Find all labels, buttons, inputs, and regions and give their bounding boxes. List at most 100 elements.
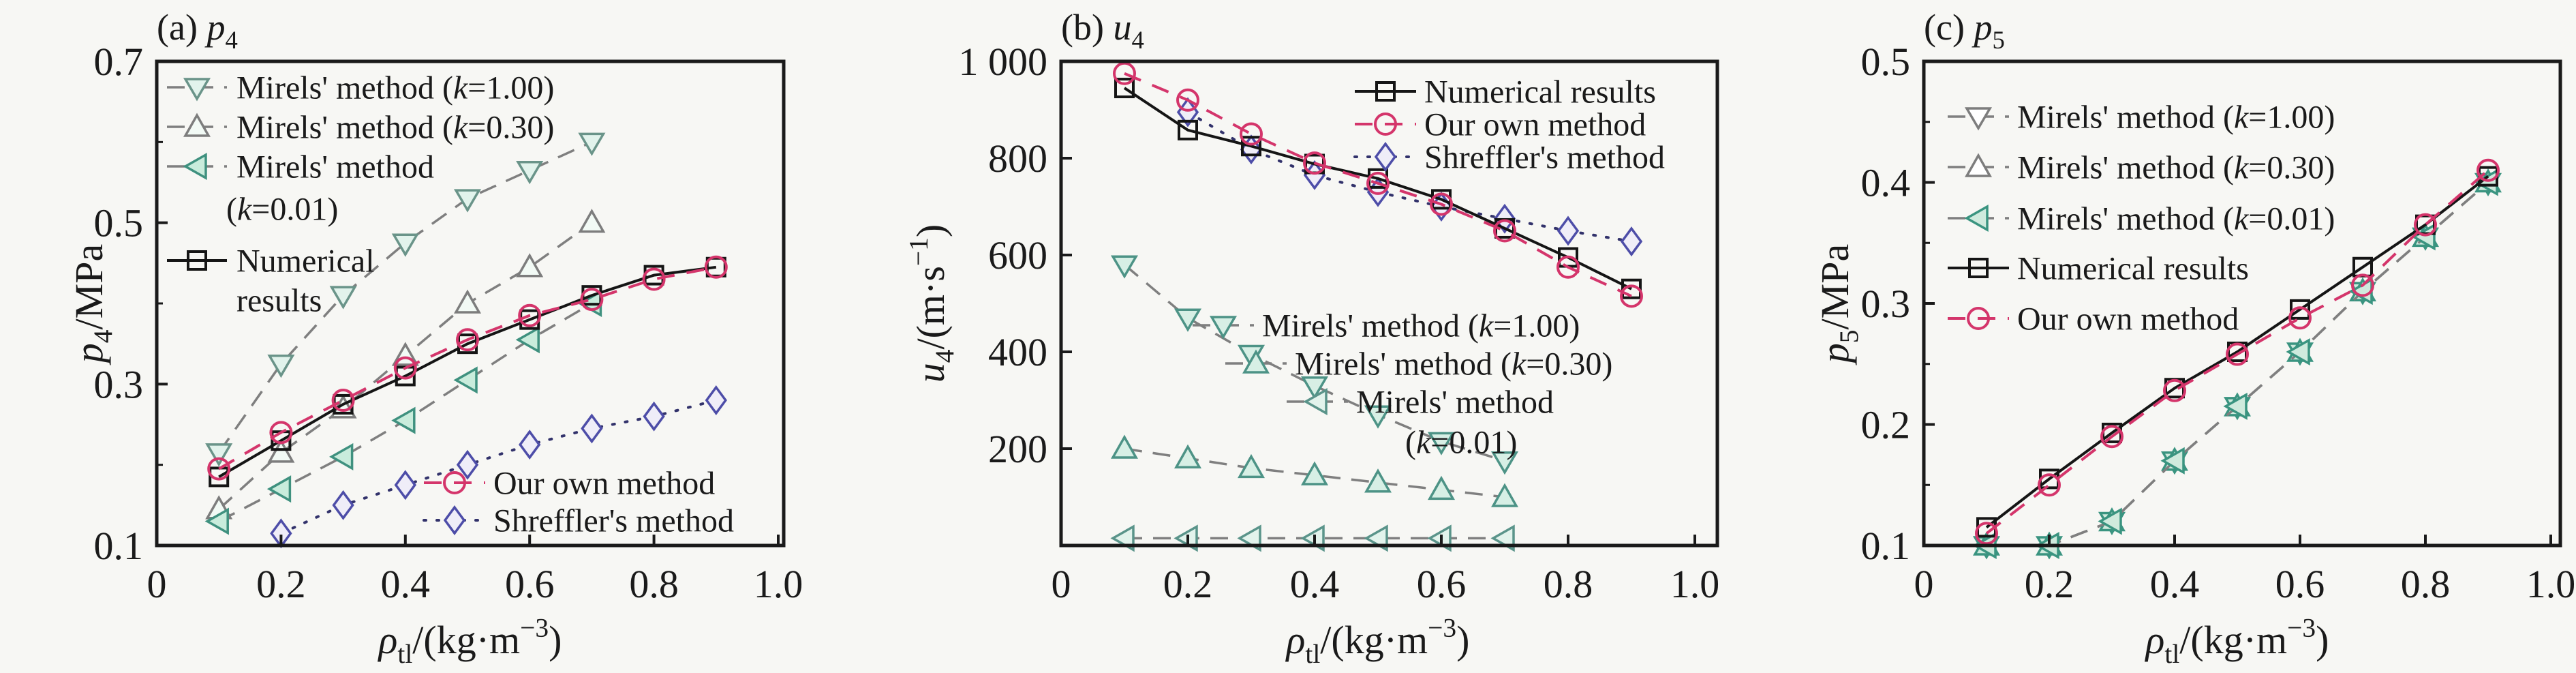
panel-c: 0 0.2 0.4 0.6 0.8 1.0 0.5 0.4 0.3 0.2 0.1 (c) p5 ρtl… (1813, 7, 2575, 669)
x-tick-label: 1.0 (2526, 562, 2576, 606)
legend-marker-diamond-icon (1374, 142, 1397, 172)
legend-marker-square-icon (1968, 258, 1989, 278)
series-k030-markers (1110, 434, 1519, 507)
legend-row-k001: Mirels' method (k=0.01) (167, 149, 434, 227)
our_own-marker (456, 328, 479, 352)
k030-marker (1427, 475, 1456, 500)
legend-row-our_own: Our own method (1948, 301, 2239, 337)
panel-c-axes: 0 0.2 0.4 0.6 0.8 1.0 0.5 0.4 0.3 0.2 0.1 (1861, 40, 2576, 606)
k100-marker (1300, 376, 1329, 400)
legend-label: Our own method (2017, 301, 2239, 337)
panel-b-axes: 0 0.2 0.4 0.6 0.8 1.0 1 000 800 600 400 200 (959, 40, 1720, 606)
series-numerical-line (218, 265, 717, 479)
panel-b: 0 0.2 0.4 0.6 0.8 1.0 1 000 800 600 400 200 (b) u4 ρ… (904, 7, 1720, 669)
k100-marker (1364, 405, 1392, 429)
series-our_own-markers (1975, 158, 2500, 545)
k001-marker (2411, 223, 2436, 251)
legend-label: Mirels' method (1356, 384, 1554, 420)
y-tick-label: 1 000 (959, 40, 1048, 84)
y-tick-label: 0.5 (94, 201, 144, 245)
numerical-marker (1114, 78, 1135, 99)
legend-label: Our own method (493, 465, 715, 501)
y-tick-label: 0.1 (94, 524, 144, 568)
our_own-marker (2163, 378, 2186, 402)
series-numerical-line (1985, 175, 2489, 528)
x-tick-label: 0.4 (2150, 562, 2200, 606)
y-tick-label: 400 (988, 330, 1047, 374)
k001-marker (453, 366, 478, 394)
k030-marker (516, 253, 544, 278)
y-tick-label: 0.2 (1861, 403, 1911, 447)
x-tick-label: 0.2 (2025, 562, 2074, 606)
our_own-marker (1620, 284, 1643, 308)
our_own-marker (1493, 219, 1516, 243)
legend-row-shreffler: Shreffler's method (423, 503, 734, 539)
our_own-marker (1240, 122, 1263, 146)
panel-b-xlabel: ρtl/(kg·m−3) (1285, 613, 1470, 669)
legend-label: Numerical results (1424, 74, 1656, 110)
y-tick-label: 0.4 (1861, 161, 1911, 205)
k001-marker (266, 475, 292, 503)
k030-marker (578, 209, 606, 233)
legend-marker-tri-left-icon (1964, 204, 1989, 233)
k100-marker (267, 355, 295, 378)
k100-marker (1490, 451, 1519, 475)
k100-marker (1110, 255, 1139, 279)
legend-label: Mirels' method (k=0.30) (2017, 149, 2335, 185)
panel-a-series (204, 132, 728, 549)
panel-a-title: (a) p4 (157, 7, 238, 54)
k100-marker (329, 286, 357, 310)
our_own-marker (518, 303, 542, 327)
legend-label-cont: (k=0.01) (226, 191, 338, 227)
our_own-marker (2226, 342, 2249, 366)
k100-marker (453, 189, 482, 213)
y-tick-label: 0.3 (94, 362, 144, 406)
panel-a-ylabel: p4/MPa (67, 244, 118, 365)
our_own-marker (1303, 151, 1326, 175)
k100-marker (1427, 432, 1456, 455)
x-tick-label: 1.0 (1670, 562, 1720, 606)
shreffler-marker (705, 385, 727, 415)
panel-b-legend-1: Mirels' method (k=1.00)Mirels' method (k… (1193, 308, 1612, 460)
our_own-marker (393, 356, 417, 380)
legend-row-k100: Mirels' method (k=1.00) (1948, 99, 2335, 135)
numerical-marker (1241, 136, 1261, 157)
legend-marker-tri-up-icon (183, 113, 211, 137)
legend-row-shreffler: Shreffler's method (1353, 139, 1665, 175)
shreffler-marker (519, 430, 541, 460)
panel-a-xlabel: ρtl/(kg·m−3) (378, 613, 562, 669)
x-tick-label: 0.6 (1417, 562, 1467, 606)
our_own-marker (1176, 88, 1199, 112)
our_own-marker (2351, 273, 2374, 297)
k100-marker (578, 132, 606, 156)
series-shreffler-line (279, 399, 718, 535)
our_own-marker (2288, 306, 2312, 330)
panel-c-title: (c) p5 (1924, 7, 2005, 54)
legend-marker-circle-icon (1967, 307, 1990, 330)
legend-marker-tri-left-icon (183, 152, 207, 181)
legend-marker-tri-down-icon (1209, 316, 1238, 340)
legend-row-k030: Mirels' method (k=0.30) (167, 109, 554, 145)
panel-a: 0 0.2 0.4 0.6 0.8 1.0 0.7 0.5 0.3 0.1 (a) p4 ρtl/(k… (67, 7, 803, 669)
legend-row-k100: Mirels' method (k=1.00) (1193, 308, 1580, 344)
legend-marker-circle-icon (443, 471, 466, 494)
legend-label: Mirels' method (236, 149, 434, 185)
x-tick-label: 0.4 (381, 562, 431, 606)
our_own-marker (1430, 192, 1453, 216)
x-tick-label: 0 (1914, 562, 1934, 606)
shreffler-marker (643, 401, 665, 432)
series-k100-markers (205, 132, 606, 467)
panel-a-legend-0: Mirels' method (k=1.00)Mirels' method (k… (167, 70, 554, 318)
our_own-marker (2477, 158, 2500, 182)
y-tick-label: 0.3 (1861, 282, 1911, 326)
x-tick-label: 0.2 (1163, 562, 1213, 606)
y-tick-label: 600 (988, 233, 1047, 278)
series-numerical-line (1123, 87, 1632, 290)
our_own-marker (2038, 473, 2061, 497)
shreffler-marker (456, 449, 479, 480)
k100-marker (516, 161, 544, 185)
legend-row-k100: Mirels' method (k=1.00) (167, 70, 554, 106)
k001-marker (2098, 507, 2122, 535)
